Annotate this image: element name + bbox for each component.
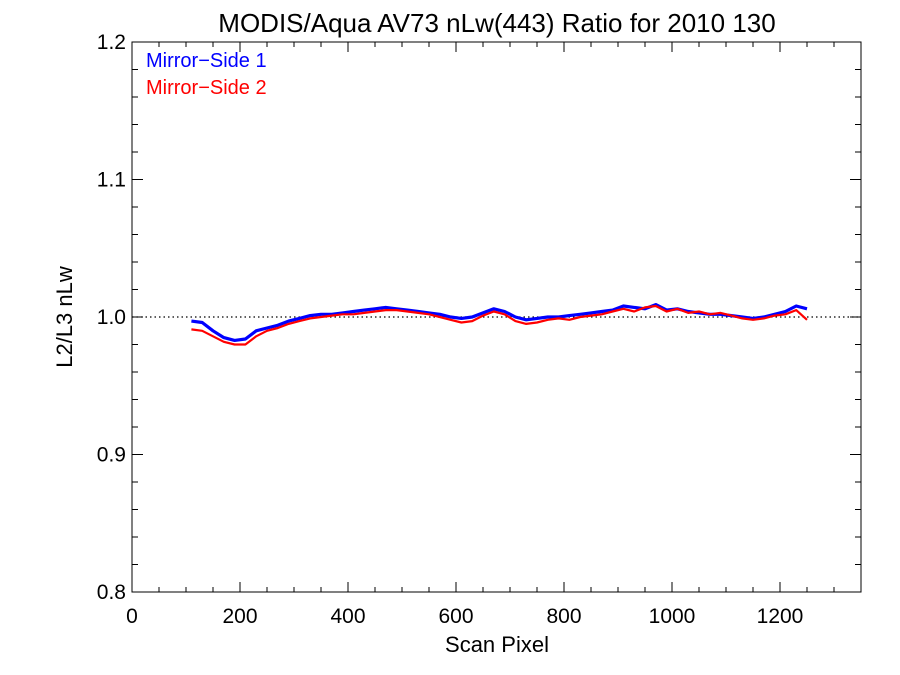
x-tick-labels: 0 200 400 600 800 1000 1200 [126, 605, 803, 628]
y-tick-label: 0.8 [97, 581, 126, 604]
x-tick-label: 800 [546, 605, 581, 628]
series-line [191, 304, 808, 346]
axis-ticks [131, 41, 862, 593]
series-mirror-side-1 [191, 303, 808, 342]
y-tick-label: 1.2 [97, 31, 126, 54]
y-tick-label: 1.0 [97, 306, 126, 329]
y-tick-labels: 0.8 0.9 1.0 1.1 1.2 [97, 31, 126, 604]
x-tick-label: 1200 [757, 605, 804, 628]
x-tick-label: 200 [222, 605, 257, 628]
x-axis-label: Scan Pixel [445, 632, 549, 657]
x-tick-label: 0 [126, 605, 138, 628]
x-tick-label: 400 [330, 605, 365, 628]
y-tick-label: 1.1 [97, 169, 126, 192]
legend-entry-mirror-side-1: Mirror−Side 1 [146, 50, 267, 72]
chart-title: MODIS/Aqua AV73 nLw(443) Ratio for 2010 … [218, 8, 775, 38]
series-line [191, 303, 808, 342]
series-mirror-side-2 [191, 304, 808, 346]
y-axis-label: L2/L3 nLw [52, 266, 77, 368]
y-tick-label: 0.9 [97, 444, 126, 467]
x-tick-label: 1000 [649, 605, 696, 628]
legend-entry-mirror-side-2: Mirror−Side 2 [146, 77, 267, 99]
x-tick-label: 600 [438, 605, 473, 628]
